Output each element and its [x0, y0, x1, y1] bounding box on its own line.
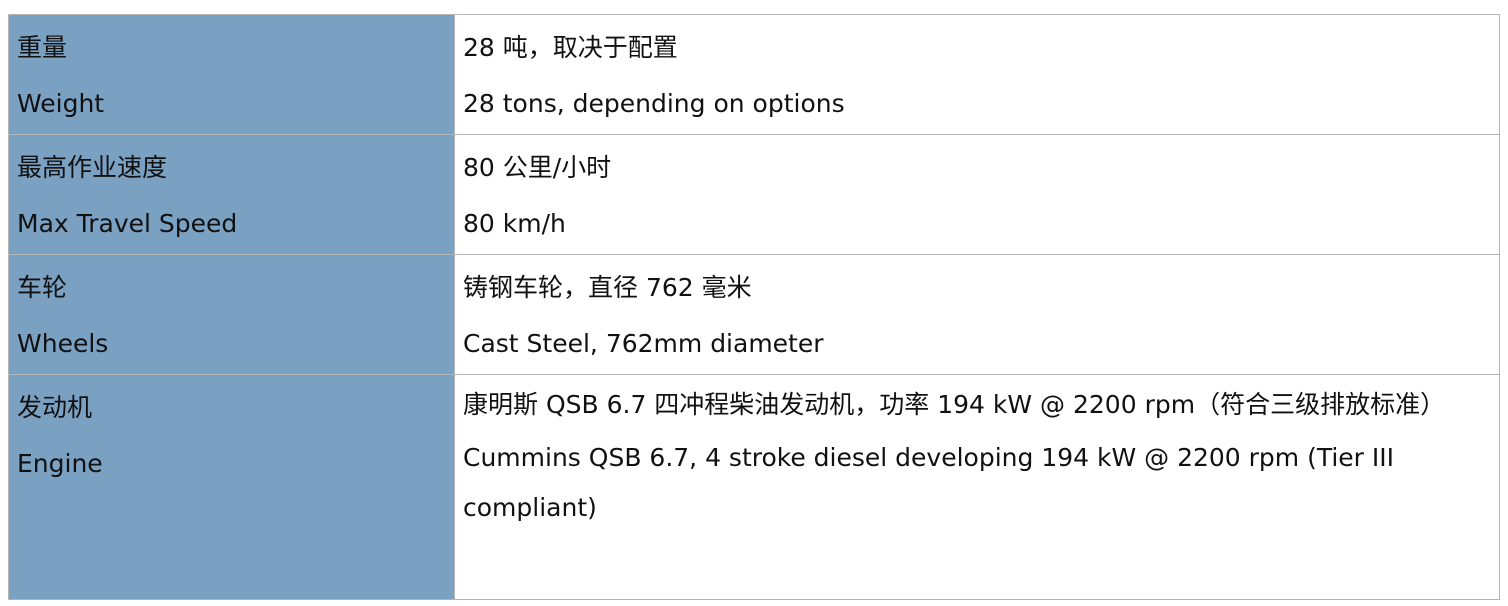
label-cell: 重量 Weight: [8, 14, 455, 135]
table-row: 车轮 Wheels 铸钢车轮，直径 762 毫米 Cast Steel, 762mm…: [8, 254, 1500, 375]
label-cn: 车轮: [17, 273, 68, 302]
value-en: 80 km/h: [463, 209, 566, 238]
table-row: 发动机 Engine 康明斯 QSB 6.7 四冲程柴油发动机，功率 194 kW…: [8, 374, 1500, 600]
label-cell: 车轮 Wheels: [8, 254, 455, 375]
label-cn: 重量: [17, 33, 68, 62]
value-en: Cummins QSB 6.7, 4 stroke diesel develop…: [463, 443, 1395, 522]
label-cell: 发动机 Engine: [8, 374, 455, 600]
value-cell: 80 公里/小时 80 km/h: [454, 134, 1500, 255]
value-cell: 28 吨，取决于配置 28 tons, depending on options: [454, 14, 1500, 135]
label-cn: 发动机: [17, 393, 93, 422]
label-en: Engine: [17, 449, 103, 478]
label-en: Wheels: [17, 329, 109, 358]
value-en: 28 tons, depending on options: [463, 89, 845, 118]
label-en: Max Travel Speed: [17, 209, 238, 238]
value-cn: 铸钢车轮，直径 762 毫米: [463, 273, 752, 302]
value-en: Cast Steel, 762mm diameter: [463, 329, 824, 358]
spec-table: 重量 Weight 28 吨，取决于配置 28 tons, depending on…: [8, 14, 1500, 600]
table-row: 重量 Weight 28 吨，取决于配置 28 tons, depending on…: [8, 14, 1500, 135]
value-cn: 80 公里/小时: [463, 153, 612, 182]
value-cell: 铸钢车轮，直径 762 毫米 Cast Steel, 762mm diameter: [454, 254, 1500, 375]
value-cn: 28 吨，取决于配置: [463, 33, 678, 62]
label-cell: 最高作业速度 Max Travel Speed: [8, 134, 455, 255]
value-cn: 康明斯 QSB 6.7 四冲程柴油发动机，功率 194 kW @ 2200 rp…: [463, 390, 1446, 419]
table-row: 最高作业速度 Max Travel Speed 80 公里/小时 80 km/h: [8, 134, 1500, 255]
label-cn: 最高作业速度: [17, 153, 168, 182]
label-en: Weight: [17, 89, 105, 118]
value-cell: 康明斯 QSB 6.7 四冲程柴油发动机，功率 194 kW @ 2200 rp…: [454, 374, 1500, 600]
